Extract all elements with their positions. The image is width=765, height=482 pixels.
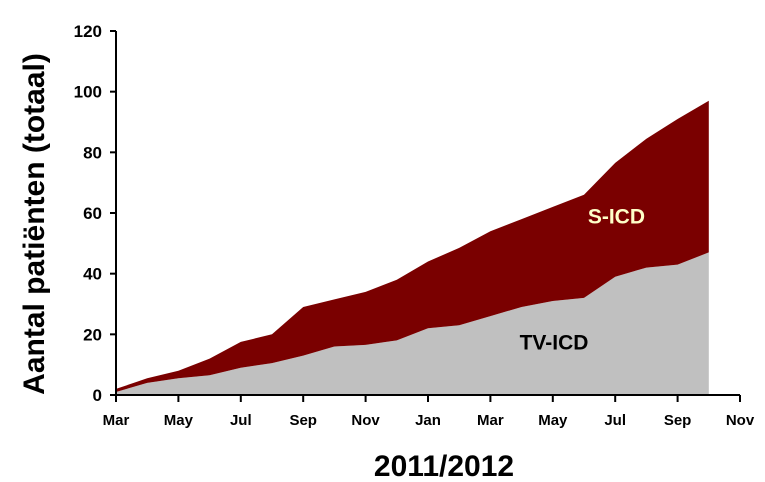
x-tick-label: Nov <box>351 412 380 429</box>
y-axis-title: Aantal patiënten (totaal) <box>18 53 51 395</box>
x-tick-label: Jan <box>415 412 441 429</box>
x-tick-label: May <box>538 412 568 429</box>
x-tick-label: Sep <box>289 412 317 429</box>
x-ticks-group: Mar May Jul Sep Nov Jan Mar May Jul Sep Nov <box>103 395 755 429</box>
series-label-tv-icd: TV-ICD <box>520 332 589 355</box>
x-tick-label: May <box>164 412 194 429</box>
series-labels-group: TV-ICD S-ICD <box>520 205 645 354</box>
area-s-icd <box>116 100 709 393</box>
area-tv-icd <box>116 252 709 395</box>
x-tick-label: Jul <box>604 412 626 429</box>
y-tick-label: 60 <box>83 204 102 223</box>
x-axis-title: 2011/2012 <box>374 450 514 482</box>
y-ticks-group: 0 20 40 60 80 100 120 <box>74 22 116 405</box>
y-tick-label: 100 <box>74 83 102 102</box>
x-tick-label: Nov <box>726 412 755 429</box>
x-tick-label: Mar <box>103 412 130 429</box>
area-series-group <box>116 100 709 395</box>
y-tick-label: 40 <box>83 265 102 284</box>
x-tick-label: Mar <box>477 412 504 429</box>
y-tick-label: 20 <box>83 325 102 344</box>
y-tick-label: 0 <box>93 386 102 405</box>
x-tick-label: Sep <box>664 412 692 429</box>
series-label-s-icd: S-ICD <box>588 205 645 228</box>
x-tick-label: Jul <box>230 412 252 429</box>
y-tick-label: 120 <box>74 22 102 41</box>
y-tick-label: 80 <box>83 143 102 162</box>
